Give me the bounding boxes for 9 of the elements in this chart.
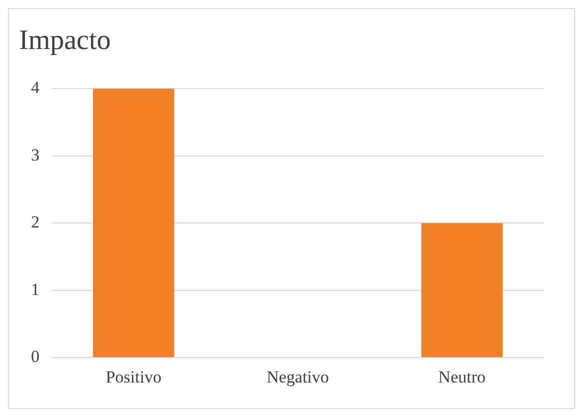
y-tick-label: 4 [31,78,40,98]
y-tick-label: 0 [31,347,40,366]
x-tick-label: Negativo [266,367,329,386]
chart-title: Impacto [19,25,111,56]
x-tick-label: Neutro [438,367,486,386]
x-tick-label: Positivo [106,367,162,386]
y-tick-label: 1 [31,280,40,299]
y-tick-label: 2 [31,212,40,232]
y-tick-label: 3 [31,145,40,164]
